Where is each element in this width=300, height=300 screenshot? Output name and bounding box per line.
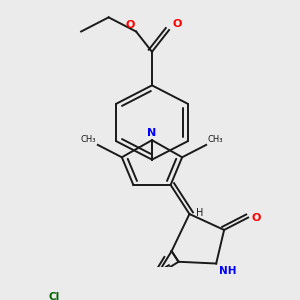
Text: N: N [147,128,157,137]
Text: NH: NH [219,266,237,276]
Text: O: O [172,19,182,29]
Text: O: O [251,213,260,223]
Text: CH₃: CH₃ [208,135,223,144]
Text: CH₃: CH₃ [81,135,96,144]
Text: O: O [125,20,135,30]
Text: H: H [196,208,203,218]
Text: Cl: Cl [48,292,60,300]
